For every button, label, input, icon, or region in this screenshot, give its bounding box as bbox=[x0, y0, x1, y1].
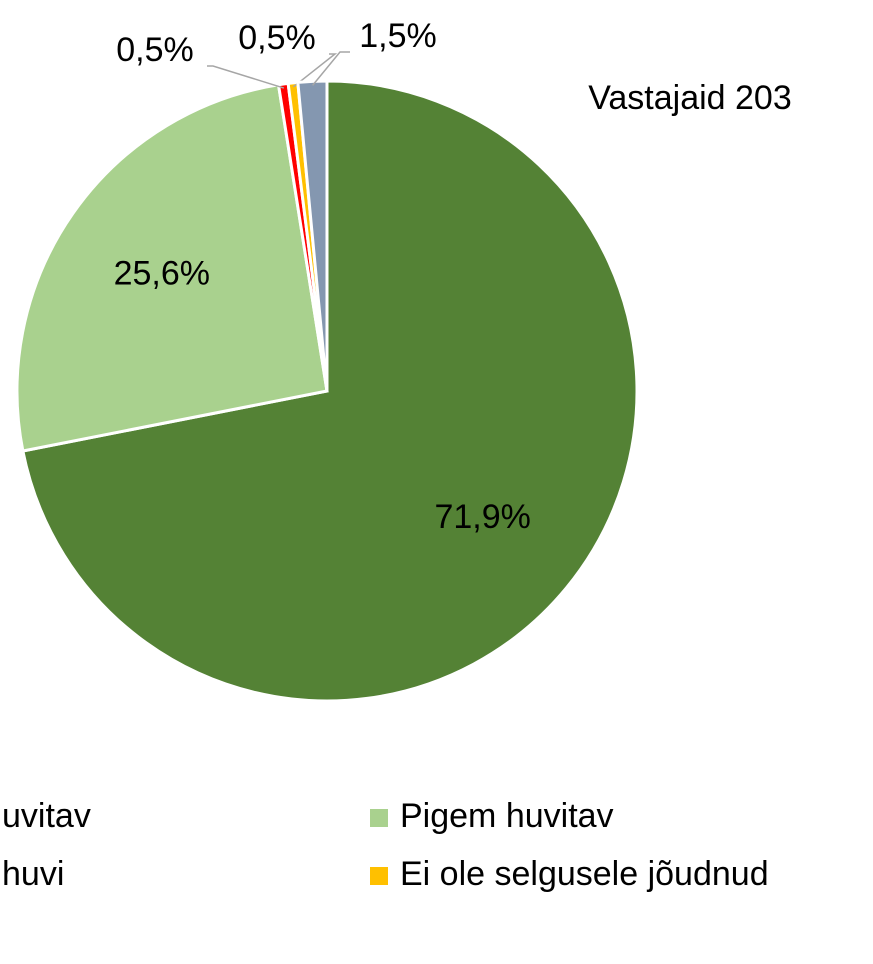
legend-label: Ei ole selgusele jõudnud bbox=[400, 855, 769, 893]
leader-line bbox=[312, 51, 350, 86]
legend-swatch bbox=[370, 809, 388, 827]
data-label: 71,9% bbox=[434, 498, 530, 536]
legend-label: Pigem huvitav bbox=[400, 797, 614, 835]
legend-swatch bbox=[370, 867, 388, 885]
legend-label: huvi bbox=[2, 855, 64, 893]
legend-label: uvitav bbox=[2, 797, 91, 835]
leader-line bbox=[207, 65, 285, 89]
pie-slice bbox=[296, 79, 329, 392]
chart-subtitle: Vastajaid 203 bbox=[588, 79, 792, 117]
data-label: 0,5% bbox=[238, 19, 316, 57]
pie-slice bbox=[15, 83, 329, 453]
data-label: 0,5% bbox=[116, 31, 194, 69]
leader-line bbox=[292, 53, 338, 88]
data-label: 1,5% bbox=[359, 17, 437, 55]
pie-slice bbox=[21, 79, 639, 703]
data-label: 25,6% bbox=[114, 255, 210, 293]
